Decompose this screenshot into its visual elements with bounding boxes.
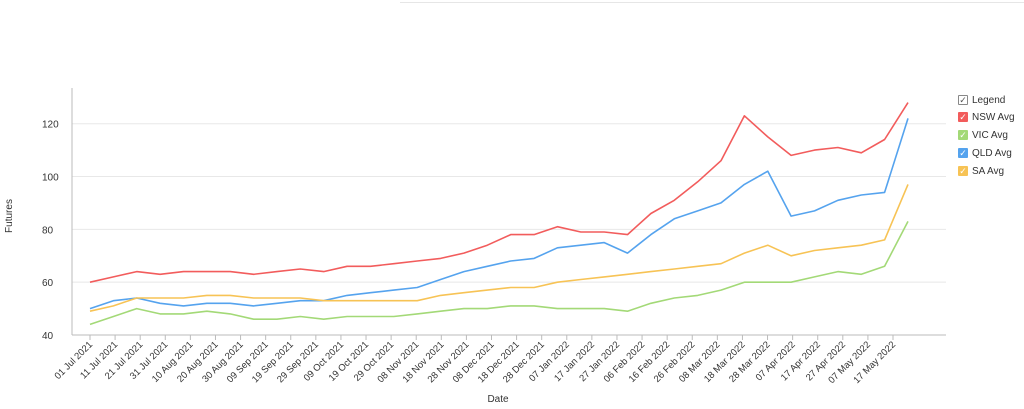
check-icon[interactable]: ✓ [958, 130, 968, 140]
y-tick-label: 100 [42, 173, 59, 184]
legend-label: QLD Avg [972, 147, 1012, 159]
legend-label: SA Avg [972, 165, 1005, 177]
legend-item-nsw[interactable]: ✓ NSW Avg [958, 108, 1024, 126]
y-axis-label: Futures [4, 199, 15, 233]
legend-toggle-check-icon[interactable]: ✓ [958, 95, 968, 105]
y-tick-label: 60 [42, 278, 54, 289]
y-tick-label: 40 [42, 331, 54, 342]
series-line-vic-avg [89, 221, 909, 326]
legend-header[interactable]: ✓ Legend [958, 92, 1024, 108]
top-divider [400, 2, 1024, 3]
check-icon[interactable]: ✓ [958, 166, 968, 176]
check-icon[interactable]: ✓ [958, 112, 968, 122]
legend: ✓ Legend ✓ NSW Avg ✓ VIC Avg ✓ QLD Avg ✓… [958, 92, 1024, 180]
legend-title: Legend [972, 94, 1006, 106]
series-line-nsw-avg [89, 102, 909, 283]
series-lines [89, 102, 909, 326]
legend-label: NSW Avg [972, 111, 1015, 123]
series-line-sa-avg [89, 184, 909, 312]
legend-item-sa[interactable]: ✓ SA Avg [958, 162, 1024, 180]
y-tick-label: 80 [42, 225, 54, 236]
y-tick-label: 120 [42, 120, 59, 131]
x-axis-label: Date [487, 394, 509, 405]
series-line-qld-avg [89, 118, 909, 310]
grid [72, 123, 946, 283]
check-icon[interactable]: ✓ [958, 148, 968, 158]
legend-item-qld[interactable]: ✓ QLD Avg [958, 144, 1024, 162]
y-axis: 40 60 80 100 120 [42, 88, 73, 342]
legend-item-vic[interactable]: ✓ VIC Avg [958, 126, 1024, 144]
legend-label: VIC Avg [972, 129, 1008, 141]
